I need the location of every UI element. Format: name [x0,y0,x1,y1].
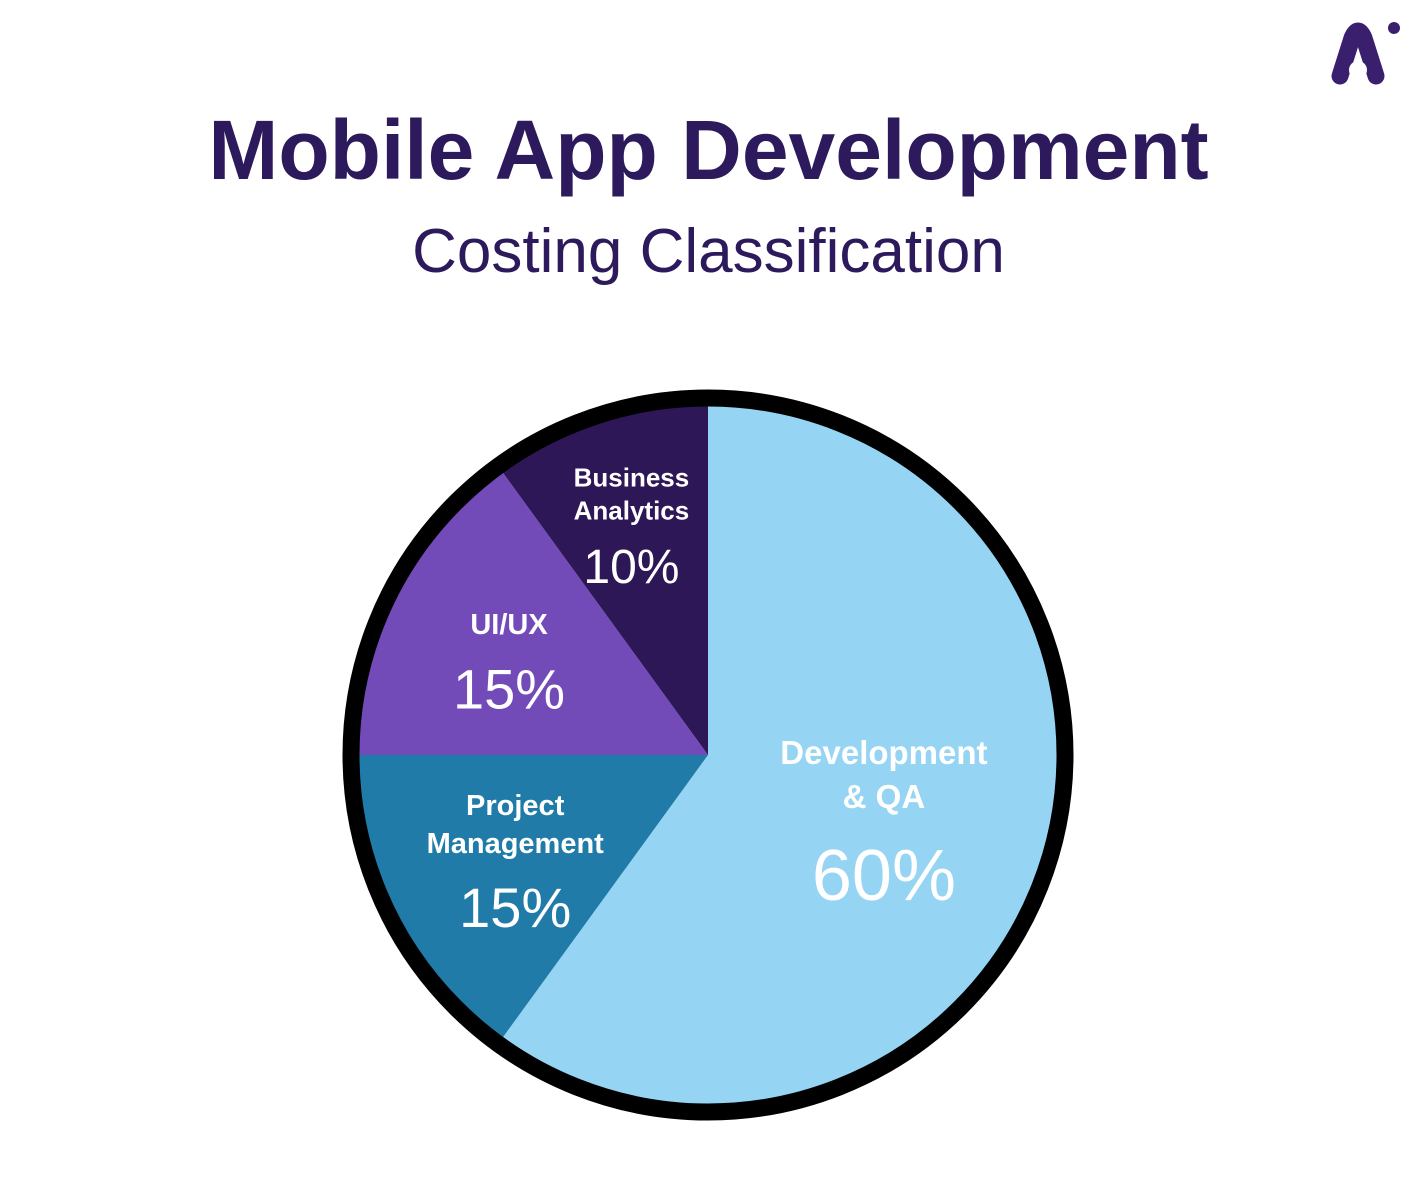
brand-a-logo-icon [1331,22,1400,85]
slice-name-business-analytics: Analytics [574,495,690,525]
slice-percent-business-analytics: 10% [583,541,679,594]
slice-name-business-analytics: Business [574,462,690,492]
pie-slice-development-qa [502,406,1058,1104]
slice-name-ui-ux: UI/UX [470,609,548,641]
slice-name-project-management: Management [427,828,605,860]
slice-percent-ui-ux: 15% [453,657,565,720]
pie-slice-ui-ux [359,472,708,755]
slice-labels: Development & QA 60% Project Management 15% UI… [427,462,988,939]
pie-slices [359,406,1058,1104]
slice-percent-project-management: 15% [459,876,571,939]
slice-name-project-management: Project [466,790,565,822]
slice-name-development-qa: Development [780,734,987,771]
chart-subtitle: Costing Classification [412,217,1005,286]
slice-percent-development-qa: 60% [812,836,956,916]
chart-title: Mobile App Development [208,103,1209,197]
slice-name-development-qa: & QA [843,778,926,815]
pie-slice-project-management [359,755,708,1038]
pie-outline [342,389,1074,1121]
pie-slice-business-analytics [502,406,708,755]
